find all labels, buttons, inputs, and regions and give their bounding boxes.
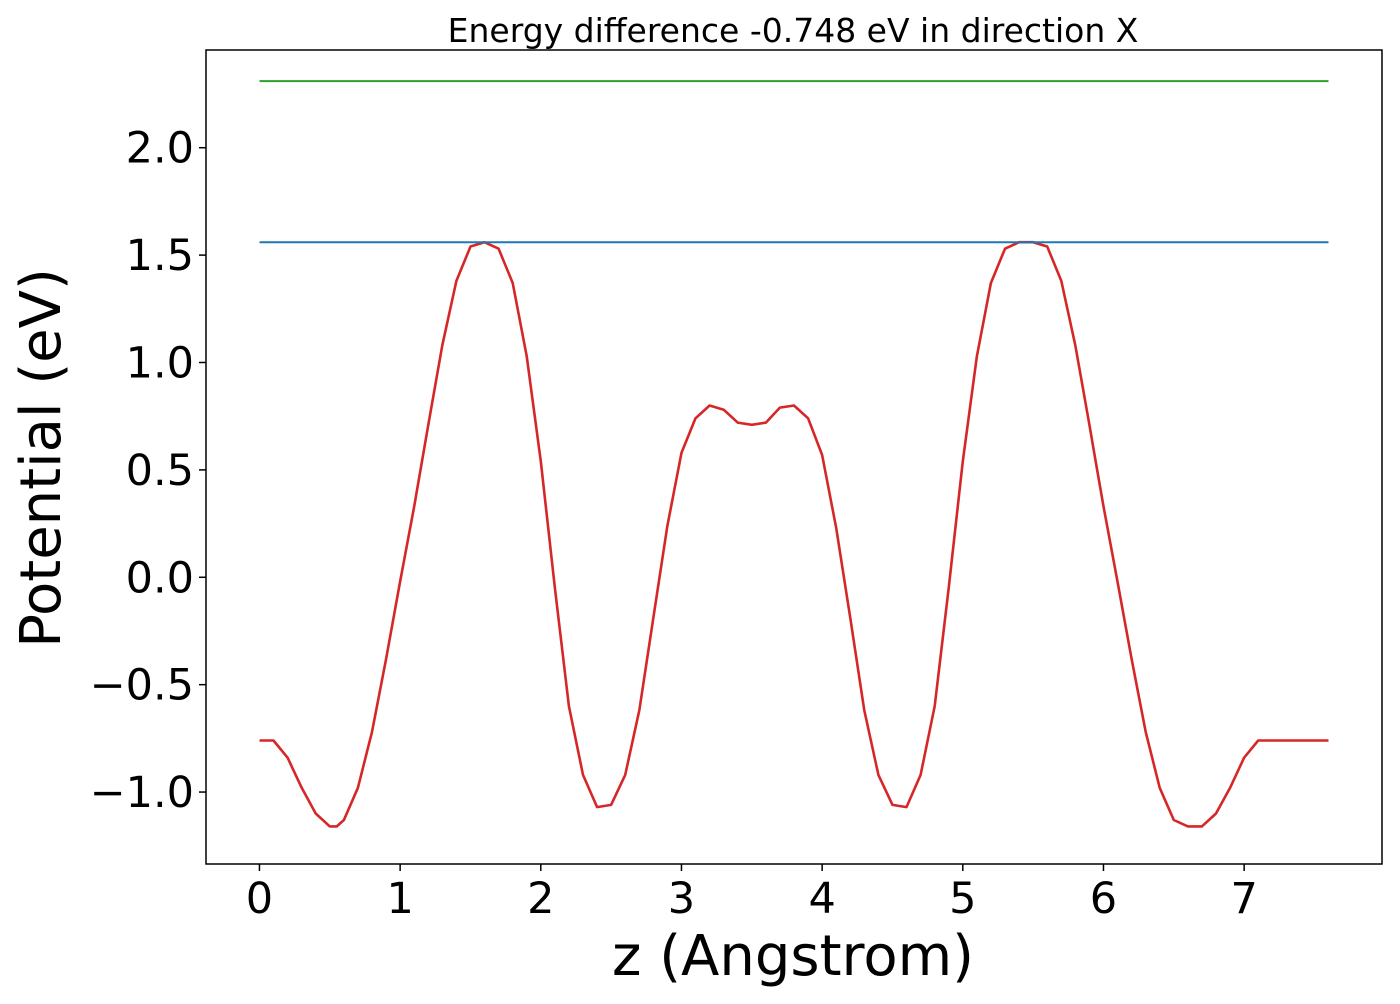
series-line-0 bbox=[259, 240, 1329, 828]
plot-frame bbox=[205, 49, 1383, 865]
y-tick-label: −0.5 bbox=[90, 661, 194, 711]
y-tick-label: 1.5 bbox=[126, 231, 194, 281]
plot-area bbox=[259, 80, 1329, 828]
y-axis-ticks: −1.0 −0.5 0.0 0.5 1.0 1.5 2.0 bbox=[90, 124, 206, 818]
x-tick-label: 6 bbox=[1090, 874, 1117, 924]
x-tick-label: 1 bbox=[386, 874, 413, 924]
x-tick-label: 3 bbox=[668, 874, 695, 924]
x-tick-label: 2 bbox=[527, 874, 554, 924]
chart-title: Energy difference -0.748 eV in direction… bbox=[448, 11, 1139, 50]
x-axis-ticks: 0 1 2 3 4 5 6 7 bbox=[246, 864, 1258, 924]
y-axis-title: Potential (eV) bbox=[9, 268, 74, 648]
y-tick-label: 0.0 bbox=[126, 553, 194, 603]
y-tick-label: −1.0 bbox=[90, 768, 194, 818]
y-tick-label: 1.0 bbox=[126, 338, 194, 388]
x-tick-label: 4 bbox=[808, 874, 835, 924]
x-axis-title: z (Angstrom) bbox=[612, 924, 974, 989]
y-tick-label: 0.5 bbox=[126, 446, 194, 496]
y-tick-label: 2.0 bbox=[126, 124, 194, 174]
x-tick-label: 5 bbox=[949, 874, 976, 924]
x-tick-label: 7 bbox=[1230, 874, 1257, 924]
x-tick-label: 0 bbox=[246, 874, 273, 924]
